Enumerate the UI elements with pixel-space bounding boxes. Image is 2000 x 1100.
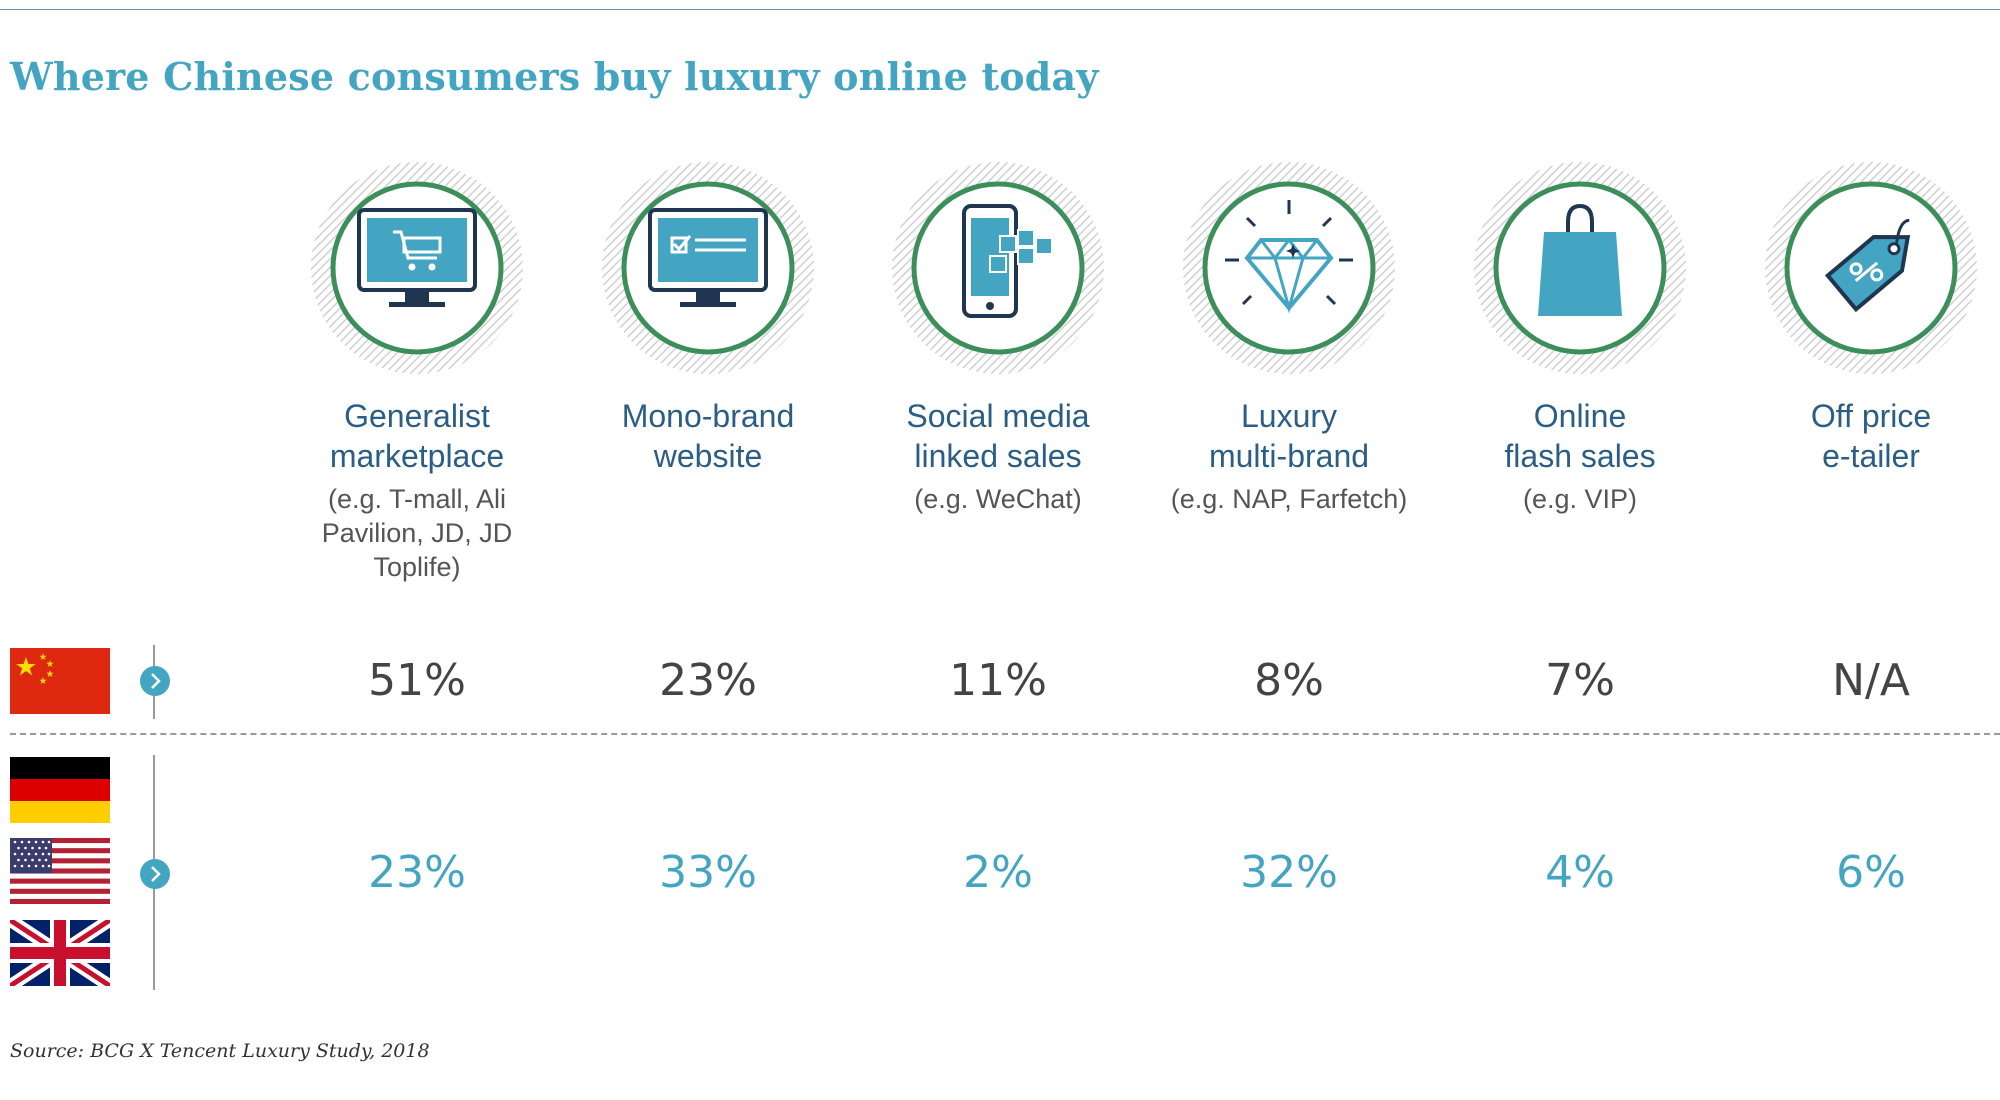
uk-flag-icon (6, 914, 114, 992)
category-name-line: flash sales (1504, 438, 1656, 474)
west-value-cell: 6% (1836, 847, 1906, 898)
chevron-right-icon (139, 858, 171, 890)
category-example-line: (e.g. NAP, Farfetch) (1170, 484, 1408, 514)
category-name-line: Generalist (344, 398, 490, 434)
row-separator (10, 733, 2000, 735)
west-value-cell: 32% (1240, 847, 1338, 898)
diamond-icon (1181, 160, 1397, 376)
category-label: Online flash sales (e.g. VIP) (1430, 396, 1730, 516)
west-value-cell: 33% (659, 847, 757, 898)
china-value-cell: N/A (1832, 655, 1910, 706)
china-value-cell: 7% (1545, 655, 1615, 706)
category-name-line: Social media (906, 398, 1090, 434)
china-value-cell: 23% (659, 655, 757, 706)
china-value-cell: 8% (1254, 655, 1324, 706)
china-value-cell: 51% (368, 655, 466, 706)
category-name-line: Mono-brand (621, 398, 795, 434)
west-value-cell: 23% (368, 847, 466, 898)
category-name-line: Online (1533, 398, 1627, 434)
chevron-right-icon (139, 665, 171, 697)
china-value-cell: 11% (949, 655, 1047, 706)
west-value-cell: 4% (1545, 847, 1615, 898)
category-label: Luxury multi-brand (e.g. NAP, Farfetch) (1139, 396, 1439, 516)
chart-title: Where Chinese consumers buy luxury onlin… (10, 54, 1099, 99)
category-example-line: (e.g. WeChat) (914, 484, 1082, 514)
category-label: Mono-brand website (558, 396, 858, 476)
germany-flag-icon (10, 757, 110, 823)
smartphone-social-icon (890, 160, 1106, 376)
shopping-bag-icon (1472, 160, 1688, 376)
category-label: Generalist marketplace (e.g. T-mall, Ali Pa… (267, 396, 567, 584)
category-label: Social media linked sales (e.g. WeChat) (848, 396, 1148, 516)
computer-checklist-icon (600, 160, 816, 376)
category-name-line: Luxury (1240, 398, 1338, 434)
category-name-line: website (653, 438, 763, 474)
china-flag-icon (10, 648, 110, 714)
category-example-line: (e.g. T-mall, Ali (327, 484, 507, 514)
category-name-line: linked sales (914, 438, 1082, 474)
category-name-line: multi-brand (1208, 438, 1370, 474)
category-example-line: (e.g. VIP) (1522, 484, 1638, 514)
computer-cart-icon (309, 160, 525, 376)
price-tag-icon (1763, 160, 1979, 376)
top-rule (0, 9, 2000, 10)
source-note: Source: BCG X Tencent Luxury Study, 2018 (10, 1040, 430, 1062)
category-name-line: Off price (1810, 398, 1932, 434)
usa-flag-icon (10, 838, 110, 904)
category-label: Off price e-tailer (1721, 396, 2000, 476)
category-example-line: Pavilion, JD, JD (321, 518, 513, 548)
category-name-line: e-tailer (1822, 438, 1920, 474)
category-name-line: marketplace (329, 438, 505, 474)
west-value-cell: 2% (963, 847, 1033, 898)
category-example-line: Toplife) (373, 552, 461, 582)
